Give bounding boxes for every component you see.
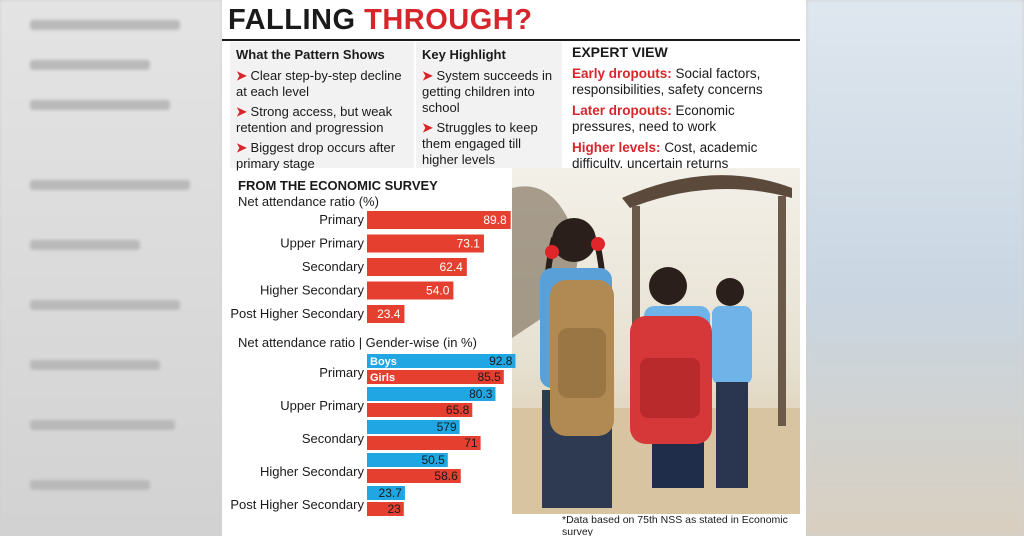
- highlight-point-text: System succeeds in getting children into…: [422, 68, 553, 115]
- expert-item: Early dropouts: Social factors, responsi…: [572, 66, 798, 98]
- category-label: Higher Secondary: [260, 464, 365, 479]
- footnote: *Data based on 75th NSS as stated in Eco…: [562, 514, 788, 536]
- expert-text: Cost, academic difficulty, uncertain ret…: [572, 140, 758, 171]
- blurred-background-left: [0, 0, 222, 536]
- value-label: 58.6: [434, 469, 458, 483]
- pattern-point: ➤ Strong access, but weak retention and …: [236, 104, 410, 136]
- boys-bar: [367, 420, 460, 434]
- value-label: 23.4: [377, 307, 401, 321]
- students-photo: [512, 168, 800, 514]
- girls-bar: [367, 502, 404, 516]
- expert-heading: EXPERT VIEW: [572, 44, 668, 60]
- girls-bar: [367, 469, 461, 483]
- arrow-icon: ➤: [236, 68, 247, 83]
- category-label: Upper Primary: [280, 236, 364, 251]
- arrow-icon: ➤: [236, 140, 247, 155]
- student-boy-small: [712, 278, 752, 488]
- highlight-heading: Key Highlight: [422, 47, 506, 62]
- value-label: 50.5: [421, 453, 445, 467]
- bar: [367, 281, 454, 300]
- series-label: Boys: [370, 356, 397, 368]
- section-title: FROM THE ECONOMIC SURVEY: [238, 178, 438, 193]
- expert-label: Early dropouts:: [572, 66, 672, 81]
- girls-bar: [367, 436, 481, 450]
- headline-rule: [222, 39, 800, 41]
- headline: FALLING THROUGH?: [228, 4, 532, 37]
- highlight-point-text: Struggles to keep them engaged till high…: [422, 120, 538, 167]
- value-label: 71: [464, 436, 478, 450]
- blurred-background-right: [806, 0, 1024, 536]
- highlight-point: ➤ System succeeds in getting children in…: [422, 68, 558, 116]
- expert-item: Higher levels: Cost, academic difficulty…: [572, 140, 798, 172]
- category-label: Secondary: [302, 259, 365, 274]
- chart1-title: Net attendance ratio (%): [238, 194, 379, 209]
- value-label: 65.8: [446, 403, 470, 417]
- expert-label: Later dropouts:: [572, 103, 672, 118]
- highlight-point: ➤ Struggles to keep them engaged till hi…: [422, 120, 558, 168]
- pattern-point-text: Biggest drop occurs after primary stage: [236, 140, 396, 171]
- bar: [367, 258, 467, 276]
- charts: FROM THE ECONOMIC SURVEY Net attendance …: [230, 178, 516, 516]
- headline-part1: FALLING: [228, 4, 356, 36]
- pattern-heading: What the Pattern Shows: [236, 47, 385, 62]
- category-label: Post Higher Secondary: [230, 497, 364, 512]
- arrow-icon: ➤: [422, 68, 433, 83]
- chart2-bars: Primary Boys 92.8 Girls 85.5 Upper Primary 80.…: [230, 354, 516, 516]
- highlight-box: Key Highlight ➤ System succeeds in getti…: [416, 42, 562, 168]
- boys-bar: [367, 486, 405, 500]
- value-label: 80.3: [469, 387, 493, 401]
- category-label: Secondary: [302, 431, 365, 446]
- expert-text: Economic pressures, need to work: [572, 103, 735, 134]
- arrow-icon: ➤: [422, 120, 433, 135]
- headline-part2: THROUGH?: [364, 4, 533, 36]
- value-label: 23.7: [379, 486, 403, 500]
- bar: [367, 211, 511, 229]
- student-girl: [540, 218, 614, 508]
- chart1-bars: Primary 89.8 Upper Primary 73.1 Secondary 62.…: [230, 211, 511, 323]
- series-label: Girls: [370, 372, 395, 384]
- value-label: 92.8: [489, 354, 513, 368]
- student-boy-red-bag: [630, 267, 712, 488]
- arrow-icon: ➤: [236, 104, 247, 119]
- category-label: Primary: [319, 365, 364, 380]
- value-label: 23: [387, 502, 401, 516]
- bar: [367, 305, 405, 323]
- pattern-point-text: Clear step-by-step decline at each level: [236, 68, 402, 99]
- value-label: 54.0: [426, 284, 450, 298]
- value-label: 62.4: [439, 260, 463, 274]
- value-label: 89.8: [483, 213, 507, 227]
- girls-bar: [367, 403, 473, 417]
- category-label: Primary: [319, 212, 364, 227]
- category-label: Higher Secondary: [260, 283, 365, 298]
- girls-bar: [367, 370, 504, 384]
- pattern-point: ➤ Clear step-by-step decline at each lev…: [236, 68, 410, 100]
- chart2-title: Net attendance ratio | Gender-wise (in %…: [238, 335, 477, 350]
- pattern-point: ➤ Biggest drop occurs after primary stag…: [236, 140, 410, 172]
- value-label: 85.5: [477, 370, 501, 384]
- expert-text: Social factors, responsibilities, safety…: [572, 66, 763, 97]
- expert-label: Higher levels:: [572, 140, 661, 155]
- value-label: 73.1: [457, 237, 481, 251]
- boys-bar: [367, 453, 448, 467]
- pattern-box: What the Pattern Shows ➤ Clear step-by-s…: [230, 42, 414, 171]
- infographic-card: FALLING THROUGH? What the Pattern Shows …: [222, 0, 806, 536]
- pattern-point-text: Strong access, but weak retention and pr…: [236, 104, 393, 135]
- value-label: 579: [437, 420, 457, 434]
- expert-view: EXPERT VIEW Early dropouts: Social facto…: [568, 38, 802, 171]
- bar: [367, 234, 484, 253]
- category-label: Post Higher Secondary: [230, 306, 364, 321]
- boys-bar: [367, 354, 516, 368]
- boys-bar: [367, 387, 496, 401]
- category-label: Upper Primary: [280, 398, 364, 413]
- expert-item: Later dropouts: Economic pressures, need…: [572, 103, 798, 135]
